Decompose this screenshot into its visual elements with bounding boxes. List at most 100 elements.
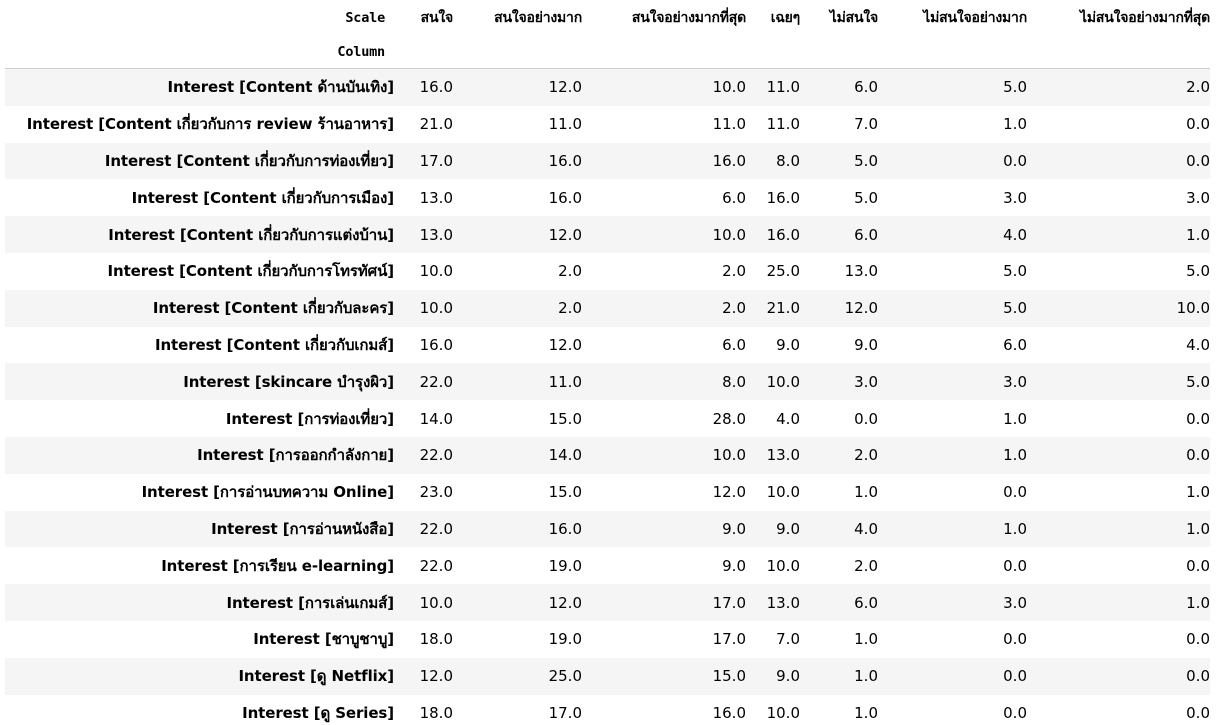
table-cell: 1.0 bbox=[1186, 483, 1210, 502]
table-cell: 21.0 bbox=[766, 299, 800, 318]
table-cell: 6.0 bbox=[854, 225, 878, 244]
row-label: Interest [Content เกี่ยวกับละคร] bbox=[152, 299, 394, 318]
table-cell: 14.0 bbox=[548, 446, 582, 465]
table-row: Interest [skincare บำรุงผิว] 22.0 11.0 8.0 1… bbox=[5, 363, 1210, 401]
table-cell: 22.0 bbox=[419, 556, 453, 575]
table-cell: 12.0 bbox=[712, 483, 746, 502]
row-label: Interest [การเล่นเกมส์] bbox=[226, 593, 395, 612]
table-cell: 0.0 bbox=[1003, 556, 1027, 575]
table-cell: 7.0 bbox=[776, 630, 800, 649]
table-cell: 3.0 bbox=[1003, 372, 1027, 391]
row-label: Interest [การออกกำลังกาย] bbox=[197, 446, 394, 465]
table-cell: 9.0 bbox=[776, 335, 800, 354]
table-cell: 9.0 bbox=[722, 556, 746, 575]
table-cell: 2.0 bbox=[854, 556, 878, 575]
table-cell: 25.0 bbox=[766, 262, 800, 281]
table-cell: 9.0 bbox=[776, 519, 800, 538]
table-cell: 11.0 bbox=[766, 115, 800, 134]
table-cell: 5.0 bbox=[1003, 262, 1027, 281]
table-cell: 28.0 bbox=[712, 409, 746, 428]
table-cell: 23.0 bbox=[419, 483, 453, 502]
row-label: Interest [ชาบูชาบู] bbox=[253, 630, 394, 649]
table-cell: 5.0 bbox=[1186, 372, 1210, 391]
row-label: Interest [Content เกี่ยวกับการแต่งบ้าน] bbox=[108, 225, 394, 244]
table-cell: 4.0 bbox=[854, 519, 878, 538]
table-cell: 17.0 bbox=[712, 593, 746, 612]
table-cell: 5.0 bbox=[854, 151, 878, 170]
table-cell: 16.0 bbox=[712, 151, 746, 170]
table-cell: 16.0 bbox=[548, 151, 582, 170]
table-cell: 18.0 bbox=[419, 703, 453, 722]
table-cell: 13.0 bbox=[844, 262, 878, 281]
table-cell: 4.0 bbox=[1003, 225, 1027, 244]
table-row: Interest [Content เกี่ยวกับการเมือง] 13.0… bbox=[5, 179, 1210, 217]
table-cell: 0.0 bbox=[1003, 630, 1027, 649]
table-row: Interest [Content เกี่ยวกับเกมส์] 16.0 12.… bbox=[5, 326, 1210, 364]
table-cell: 0.0 bbox=[1186, 409, 1210, 428]
table-cell: 9.0 bbox=[722, 519, 746, 538]
table-cell: 4.0 bbox=[1186, 335, 1210, 354]
table-cell: 2.0 bbox=[558, 299, 582, 318]
table-cell: 10.0 bbox=[766, 483, 800, 502]
row-label: Interest [Content เกี่ยวกับการ review ร้… bbox=[26, 115, 394, 134]
table-cell: 0.0 bbox=[1186, 556, 1210, 575]
column-header: ไม่สนใจ bbox=[829, 9, 878, 26]
row-label: Interest [ดู Series] bbox=[242, 703, 394, 722]
table-cell: 1.0 bbox=[1003, 519, 1027, 538]
table-cell: 18.0 bbox=[419, 630, 453, 649]
table-row: Interest [Content เกี่ยวกับละคร] 10.0 2.0 2… bbox=[5, 289, 1210, 327]
table-cell: 0.0 bbox=[1186, 703, 1210, 722]
table-cell: 15.0 bbox=[712, 667, 746, 686]
table-cell: 9.0 bbox=[854, 335, 878, 354]
table-cell: 2.0 bbox=[722, 262, 746, 281]
row-label: Interest [ดู Netflix] bbox=[238, 667, 394, 686]
table-cell: 2.0 bbox=[854, 446, 878, 465]
table-cell: 5.0 bbox=[1186, 262, 1210, 281]
table-row: Interest [การอ่านบทความ Online] 23.0 15.0 1… bbox=[5, 473, 1210, 511]
table-cell: 6.0 bbox=[854, 593, 878, 612]
table-cell: 16.0 bbox=[766, 188, 800, 207]
table-cell: 0.0 bbox=[1186, 630, 1210, 649]
table-cell: 0.0 bbox=[1003, 483, 1027, 502]
table-cell: 10.0 bbox=[766, 372, 800, 391]
table-cell: 1.0 bbox=[1003, 409, 1027, 428]
column-header: ไม่สนใจอย่างมากที่สุด bbox=[1080, 9, 1210, 26]
table-cell: 13.0 bbox=[766, 593, 800, 612]
table-cell: 1.0 bbox=[1186, 593, 1210, 612]
table-cell: 0.0 bbox=[1003, 151, 1027, 170]
table-cell: 10.0 bbox=[766, 703, 800, 722]
table-cell: 8.0 bbox=[722, 372, 746, 391]
table-cell: 17.0 bbox=[712, 630, 746, 649]
column-header: สนใจอย่างมาก bbox=[494, 9, 582, 26]
row-label: Interest [Content ด้านบันเทิง] bbox=[167, 78, 394, 97]
table-row: Interest [Content เกี่ยวกับการ review ร้… bbox=[5, 105, 1210, 143]
dataframe-table: Scale สนใจ สนใจอย่างมาก สนใจอย่างมากที่ส… bbox=[5, 0, 1210, 725]
table-body: Interest [Content ด้านบันเทิง] 16.0 12.0 10… bbox=[5, 68, 1210, 725]
table-row: Interest [การเล่นเกมส์] 10.0 12.0 17.0 13.0 6… bbox=[5, 584, 1210, 621]
table-cell: 16.0 bbox=[548, 519, 582, 538]
table-cell: 22.0 bbox=[419, 372, 453, 391]
table-cell: 2.0 bbox=[558, 262, 582, 281]
table-cell: 0.0 bbox=[854, 409, 878, 428]
row-label: Interest [การท่องเที่ยว] bbox=[225, 409, 394, 428]
table-cell: 10.0 bbox=[419, 593, 453, 612]
table-row: Interest [การออกกำลังกาย] 22.0 14.0 10.0 13.… bbox=[5, 436, 1210, 474]
table-row: Interest [ดู Netflix] 12.0 25.0 15.0 9.0 1.0 0… bbox=[5, 657, 1210, 695]
table-cell: 17.0 bbox=[548, 703, 582, 722]
table-row: Interest [Content เกี่ยวกับการท่องเที่ยว… bbox=[5, 142, 1210, 180]
table-cell: 15.0 bbox=[548, 409, 582, 428]
columns-name-label: Scale bbox=[345, 9, 385, 26]
table-cell: 21.0 bbox=[419, 115, 453, 134]
table-cell: 4.0 bbox=[776, 409, 800, 428]
table-cell: 3.0 bbox=[1186, 188, 1210, 207]
column-header: เฉยๆ bbox=[770, 9, 800, 26]
table-cell: 12.0 bbox=[548, 78, 582, 97]
table-cell: 0.0 bbox=[1003, 703, 1027, 722]
table-row: Interest [การเรียน e-learning] 22.0 19.0 9.… bbox=[5, 547, 1210, 585]
table-cell: 16.0 bbox=[766, 225, 800, 244]
table-cell: 10.0 bbox=[712, 446, 746, 465]
table-row: Interest [ชาบูชาบู] 18.0 19.0 17.0 7.0 1.0 0.0… bbox=[5, 620, 1210, 658]
table-cell: 10.0 bbox=[712, 78, 746, 97]
table-cell: 3.0 bbox=[1003, 593, 1027, 612]
table-cell: 16.0 bbox=[712, 703, 746, 722]
